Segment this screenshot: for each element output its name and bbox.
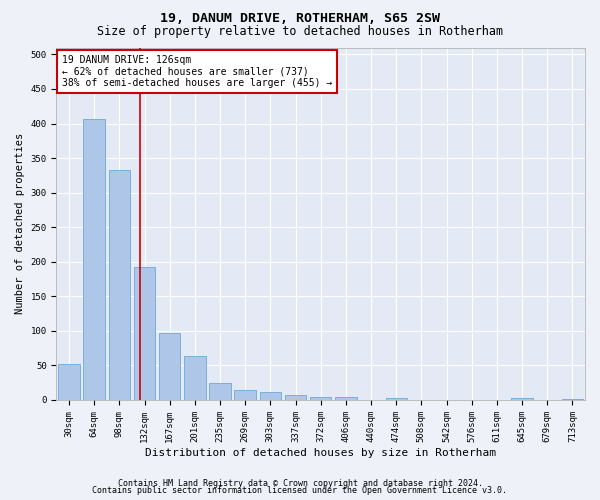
Bar xyxy=(58,364,80,400)
Bar xyxy=(285,395,306,400)
Y-axis label: Number of detached properties: Number of detached properties xyxy=(15,133,25,314)
Bar xyxy=(109,170,130,400)
X-axis label: Distribution of detached houses by size in Rotherham: Distribution of detached houses by size … xyxy=(145,448,496,458)
Bar xyxy=(386,398,407,400)
Bar xyxy=(134,268,155,400)
Text: Contains public sector information licensed under the Open Government Licence v3: Contains public sector information licen… xyxy=(92,486,508,495)
Bar xyxy=(260,392,281,400)
Text: 19 DANUM DRIVE: 126sqm
← 62% of detached houses are smaller (737)
38% of semi-de: 19 DANUM DRIVE: 126sqm ← 62% of detached… xyxy=(62,54,332,88)
Text: Size of property relative to detached houses in Rotherham: Size of property relative to detached ho… xyxy=(97,25,503,38)
Bar xyxy=(335,397,356,400)
Text: Contains HM Land Registry data © Crown copyright and database right 2024.: Contains HM Land Registry data © Crown c… xyxy=(118,478,482,488)
Bar xyxy=(511,398,533,400)
Bar xyxy=(83,120,105,400)
Bar xyxy=(159,333,181,400)
Bar xyxy=(562,398,583,400)
Bar xyxy=(184,356,206,400)
Bar xyxy=(235,390,256,400)
Bar xyxy=(209,382,231,400)
Bar xyxy=(310,396,331,400)
Text: 19, DANUM DRIVE, ROTHERHAM, S65 2SW: 19, DANUM DRIVE, ROTHERHAM, S65 2SW xyxy=(160,12,440,26)
